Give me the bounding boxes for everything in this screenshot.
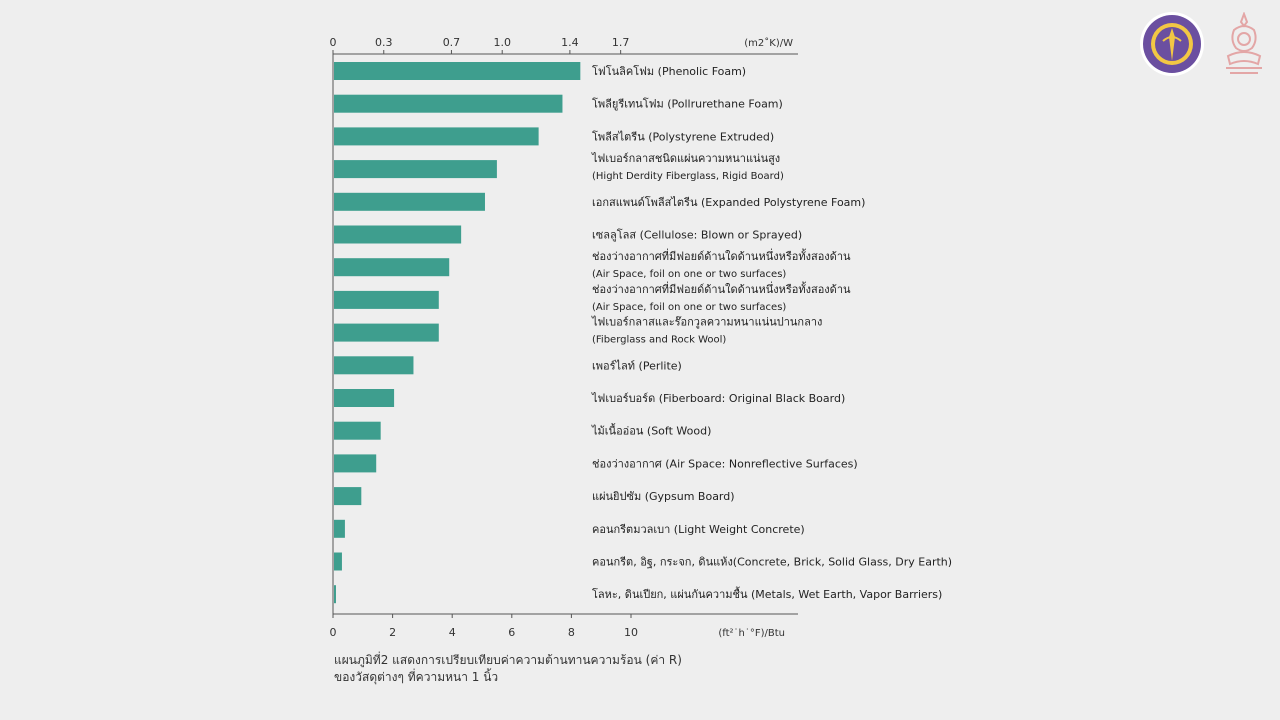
bars: [334, 62, 581, 604]
caption-line-1: แผนภูมิที่2 แสดงการเปรียบเทียบค่าความต้า…: [334, 653, 682, 667]
bar: [334, 552, 342, 571]
bar: [334, 94, 563, 113]
bar: [334, 127, 539, 146]
bar: [334, 290, 439, 309]
category-label: โพลีสไตรีน (Polystyrene Extruded): [592, 129, 774, 143]
bottom-axis-unit: (ft²˙h˙°F)/Btu: [718, 628, 785, 639]
bar: [334, 62, 581, 80]
bar: [334, 421, 381, 440]
category-label: เซลลูโลส (Cellulose: Blown or Sprayed): [592, 228, 802, 242]
bar: [334, 192, 485, 211]
category-label: โฟโนลิคโฟม (Phenolic Foam): [592, 64, 746, 78]
category-label: ช่องว่างอากาศที่มีฟอยด์ด้านใดด้านหนึ่งหร…: [592, 281, 851, 313]
bar: [334, 519, 345, 538]
bar: [334, 323, 439, 342]
bar: [334, 356, 414, 375]
top-tick-label: 1.4: [561, 36, 579, 49]
bottom-tick-label: 8: [568, 626, 575, 639]
bar: [334, 225, 462, 244]
category-label: โลหะ, ดินเปียก, แผ่นกันความชื้น (Metals,…: [592, 586, 942, 601]
bottom-tick-label: 0: [330, 626, 337, 639]
chulalongkorn-emblem-icon: [1226, 12, 1262, 74]
top-axis: 0 0.3 0.7 1.0 1.4 1.7 (m2˚K)/W: [330, 36, 798, 55]
bottom-tick-label: 10: [624, 626, 638, 639]
top-tick-label: 0: [330, 36, 337, 49]
top-tick-label: 1.0: [493, 36, 511, 49]
bar: [334, 258, 450, 277]
chart-caption: แผนภูมิที่2 แสดงการเปรียบเทียบค่าความต้า…: [334, 652, 682, 686]
bottom-axis: 0 2 4 6 8 10 (ft²˙h˙°F)/Btu: [330, 54, 798, 639]
caption-line-2: ของวัสดุต่างๆ ที่ความหนา 1 นิ้ว: [334, 670, 499, 684]
bar: [334, 454, 377, 473]
bottom-tick-label: 6: [508, 626, 515, 639]
category-label: แผ่นยิปซัม (Gypsum Board): [592, 490, 735, 503]
category-label: ไฟเบอร์กลาสและร๊อกวูลความหนาแน่นปานกลาง(…: [591, 316, 822, 346]
bar: [334, 160, 497, 179]
university-seal-icon: [1140, 12, 1204, 76]
category-label: โพลียูรีเทนโฟม (Pollrurethane Foam): [592, 97, 783, 111]
category-labels: โฟโนลิคโฟม (Phenolic Foam) โพลียูรีเทนโฟม…: [591, 64, 952, 601]
bottom-tick-label: 4: [449, 626, 456, 639]
bar: [334, 389, 395, 407]
category-label: เอกสแพนด์โพลีสไตรีน (Expanded Polystyren…: [592, 195, 865, 209]
category-label: ไฟเบอร์บอร์ด (Fiberboard: Original Black…: [591, 392, 845, 405]
top-tick-label: 0.7: [443, 36, 461, 49]
category-label: ช่องว่างอากาศ (Air Space: Nonreflective …: [592, 457, 858, 470]
bar: [334, 585, 336, 604]
category-label: คอนกรีต, อิฐ, กระจก, ดินแห้ง(Concrete, B…: [592, 556, 952, 569]
category-label: ไม้เนื้ออ่อน (Soft Wood): [591, 423, 711, 438]
top-tick-label: 0.3: [375, 36, 393, 49]
category-label: ไฟเบอร์กลาสชนิดแผ่นความหนาแน่นสูง(Hight …: [591, 152, 784, 182]
category-label: คอนกรีตมวลเบา (Light Weight Concrete): [592, 523, 805, 536]
top-axis-unit: (m2˚K)/W: [744, 37, 793, 49]
top-tick-label: 1.7: [612, 36, 630, 49]
category-label: เพอร์ไลท์ (Perlite): [592, 359, 682, 372]
category-label: ช่องว่างอากาศที่มีฟอยด์ด้านใดด้านหนึ่งหร…: [592, 248, 851, 280]
bar: [334, 487, 362, 506]
bottom-tick-label: 2: [389, 626, 396, 639]
